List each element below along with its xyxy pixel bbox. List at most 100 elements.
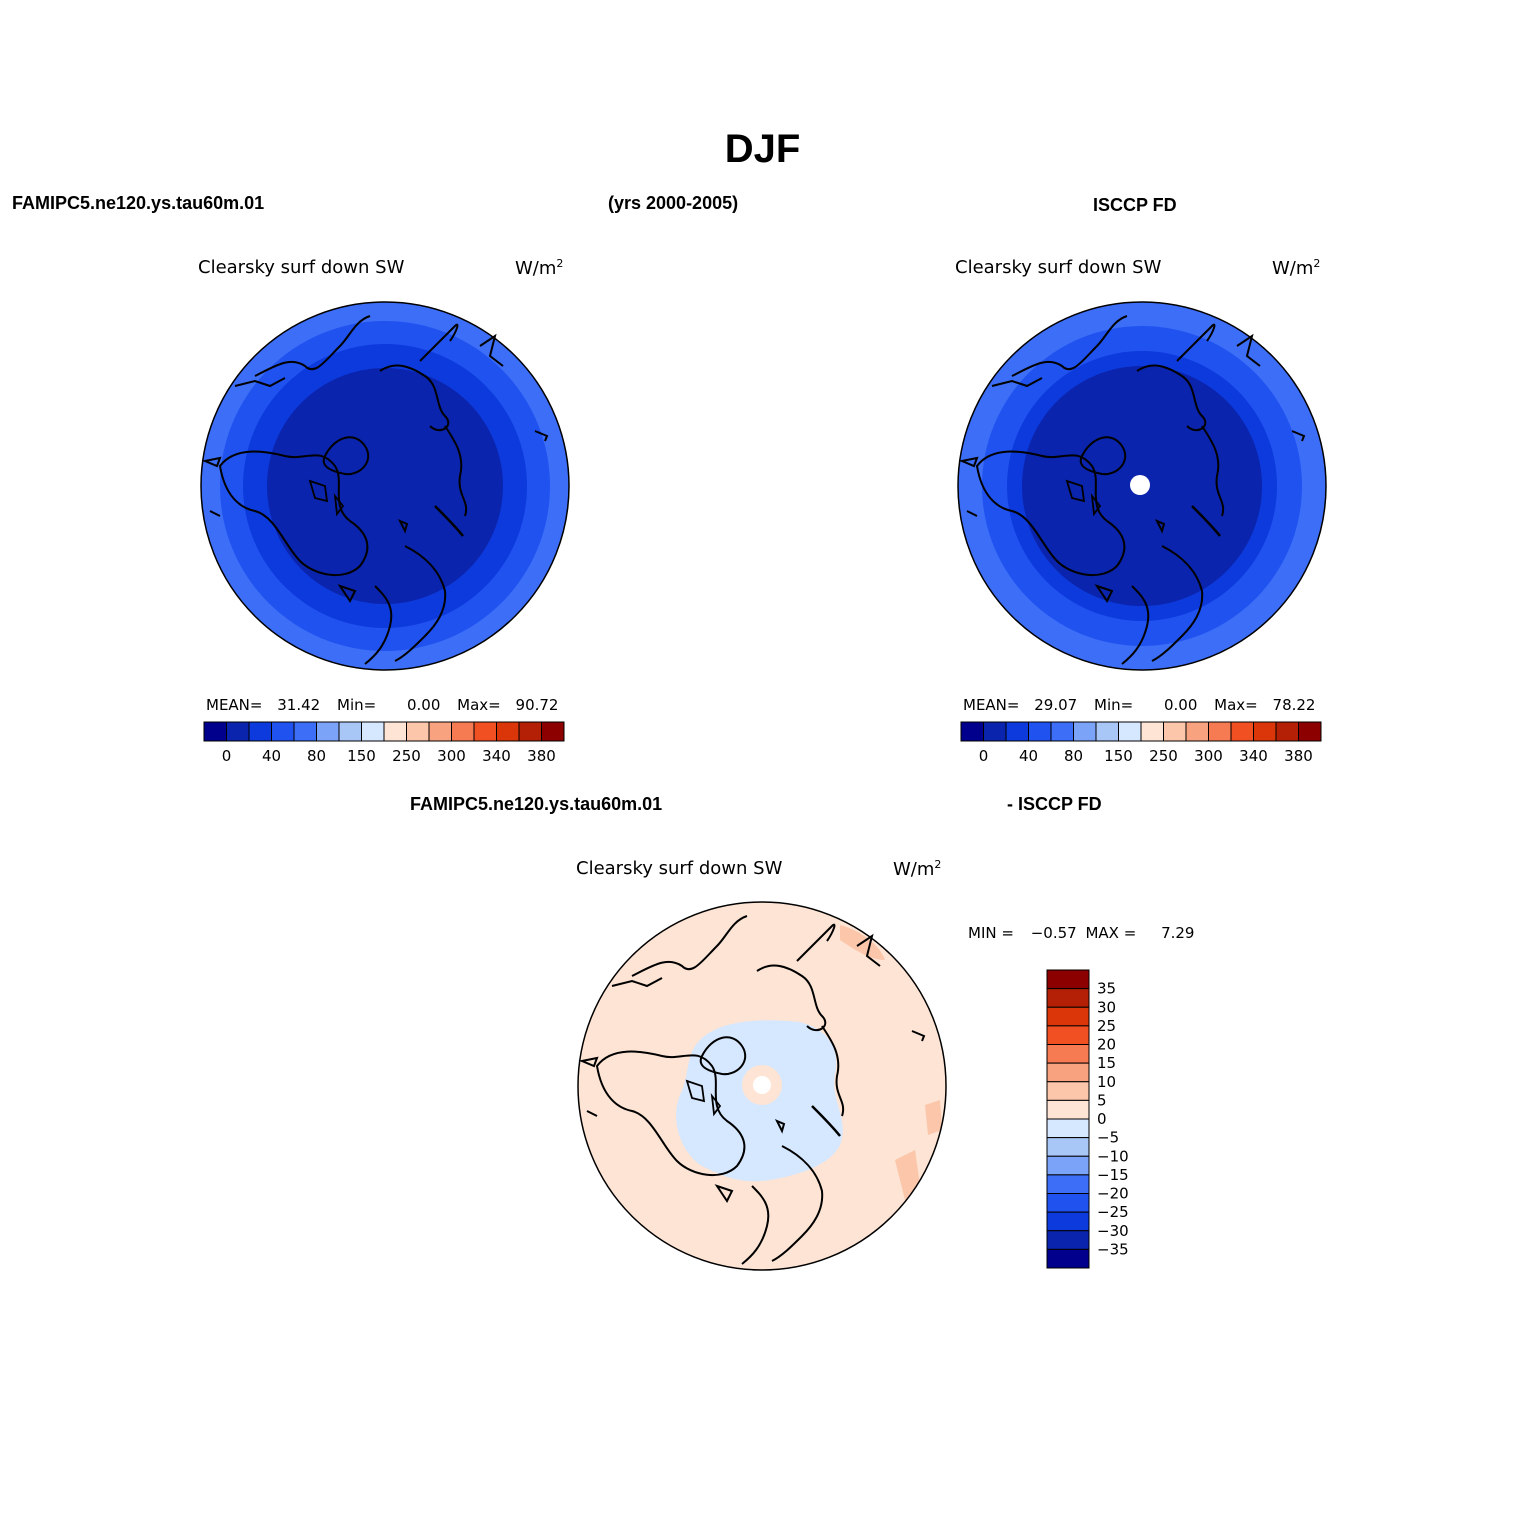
- diff-colorbar-tick-label: −15: [1097, 1166, 1129, 1184]
- model-colorbar-tick-label: 150: [347, 747, 376, 765]
- obs-colorbar-swatch: [1140, 721, 1164, 742]
- obs-max-value: 78.22: [1272, 696, 1316, 714]
- model-colorbar-tick-label: 340: [482, 747, 511, 765]
- diff-colorbar-swatch: [1046, 969, 1090, 990]
- model-colorbar-swatch: [316, 721, 340, 742]
- model-colorbar-tick-label: 0: [222, 747, 232, 765]
- obs-variable-label: Clearsky surf down SW: [955, 257, 1162, 278]
- diff-stats: MIN = −0.57 MAX = 7.29: [968, 924, 1194, 942]
- diff-colorbar-swatch: [1046, 1006, 1090, 1027]
- obs-colorbar-swatch: [1118, 721, 1142, 742]
- model-colorbar-swatch: [541, 721, 565, 742]
- model-colorbar-swatch: [428, 721, 452, 742]
- obs-colorbar-swatch: [1275, 721, 1299, 742]
- diff-map: [577, 901, 947, 1271]
- diff-colorbar-swatch: [1046, 1230, 1090, 1250]
- obs-mean-label: MEAN=: [963, 696, 1020, 714]
- obs-colorbar-swatch: [1073, 721, 1097, 742]
- diff-min-value: −0.57: [1030, 924, 1077, 942]
- diff-colorbar-tick-label: −20: [1097, 1185, 1129, 1203]
- model-mean-label: MEAN=: [206, 696, 263, 714]
- diff-colorbar-swatch: [1046, 1137, 1090, 1157]
- model-mean-value: 31.42: [277, 696, 321, 714]
- model-colorbar-tick-label: 80: [307, 747, 326, 765]
- model-colorbar-swatch: [203, 721, 227, 742]
- diff-colorbar-swatch: [1046, 1193, 1090, 1213]
- obs-mean-value: 29.07: [1034, 696, 1078, 714]
- diff-colorbar-swatch: [1046, 1248, 1090, 1269]
- obs-name: ISCCP FD: [1093, 195, 1177, 215]
- diff-obs-name: - ISCCP FD: [1007, 794, 1102, 814]
- diff-colorbar-tick-label: 5: [1097, 1091, 1107, 1109]
- model-colorbar-swatch: [248, 721, 272, 742]
- model-colorbar-swatch: [496, 721, 520, 742]
- obs-colorbar-tick-label: 250: [1149, 747, 1178, 765]
- model-min-value: 0.00: [406, 696, 441, 714]
- obs-map: [957, 301, 1327, 671]
- obs-colorbar-tick-label: 40: [1019, 747, 1038, 765]
- diff-colorbar-swatch: [1046, 1081, 1090, 1101]
- diff-colorbar-tick-label: 15: [1097, 1054, 1116, 1072]
- diff-max-label: MAX =: [1085, 924, 1137, 942]
- obs-colorbar-tick-label: 340: [1239, 747, 1268, 765]
- obs-min-value: 0.00: [1163, 696, 1198, 714]
- obs-colorbar-tick-label: 150: [1104, 747, 1133, 765]
- diff-colorbar-tick-label: −10: [1097, 1147, 1129, 1165]
- diff-colorbar-tick-label: 20: [1097, 1036, 1116, 1054]
- diff-min-label: MIN =: [968, 924, 1014, 942]
- obs-colorbar-swatch: [1298, 721, 1322, 742]
- obs-colorbar-swatch: [1230, 721, 1254, 742]
- obs-colorbar-swatch: [1095, 721, 1119, 742]
- obs-stats: MEAN= 29.07 Min= 0.00 Max= 78.22: [963, 696, 1315, 714]
- model-colorbar-tick-label: 380: [527, 747, 556, 765]
- diff-colorbar-swatch: [1046, 1118, 1090, 1139]
- diff-colorbar-swatch: [1046, 1062, 1090, 1083]
- diff-colorbar-tick-label: −30: [1097, 1222, 1129, 1240]
- diff-colorbar-tick-label: 35: [1097, 980, 1116, 998]
- diff-max-value: 7.29: [1161, 924, 1195, 942]
- model-variable-label: Clearsky surf down SW: [198, 257, 405, 278]
- diff-colorbar-tick-label: −5: [1097, 1129, 1119, 1147]
- model-colorbar-swatch: [361, 721, 385, 742]
- obs-colorbar-swatch: [1050, 721, 1074, 742]
- diff-colorbar-tick-label: 25: [1097, 1017, 1116, 1035]
- diff-colorbar-swatch: [1046, 988, 1090, 1008]
- model-units-label: W/m2: [515, 257, 564, 279]
- model-colorbar-swatch: [271, 721, 295, 742]
- obs-units-label: W/m2: [1272, 257, 1321, 279]
- model-colorbar-tick-label: 40: [262, 747, 281, 765]
- diff-colorbar-tick-label: 10: [1097, 1073, 1116, 1091]
- diff-colorbar-swatch: [1046, 1044, 1090, 1064]
- model-colorbar-swatch: [338, 721, 362, 742]
- obs-colorbar-swatch: [983, 721, 1007, 742]
- obs-min-label: Min=: [1094, 696, 1134, 714]
- diff-colorbar-tick-label: −25: [1097, 1203, 1129, 1221]
- obs-colorbar-swatch: [1185, 721, 1209, 742]
- model-max-value: 90.72: [515, 696, 559, 714]
- diff-colorbar-tick-label: −35: [1097, 1240, 1129, 1258]
- model-colorbar-tick-label: 250: [392, 747, 421, 765]
- obs-colorbar-swatch: [1028, 721, 1052, 742]
- diff-variable-label: Clearsky surf down SW: [576, 858, 783, 879]
- diff-colorbar-swatch: [1046, 1025, 1090, 1045]
- model-map: [200, 301, 570, 671]
- model-stats: MEAN= 31.42 Min= 0.00 Max= 90.72: [206, 696, 558, 714]
- model-colorbar-swatch: [293, 721, 317, 742]
- model-colorbar-swatch: [451, 721, 475, 742]
- model-min-label: Min=: [337, 696, 377, 714]
- obs-max-label: Max=: [1214, 696, 1258, 714]
- diff-colorbar-swatch: [1046, 1099, 1090, 1120]
- diff-colorbar-swatch: [1046, 1155, 1090, 1176]
- diff-colorbar-swatch: [1046, 1211, 1090, 1232]
- obs-colorbar-tick-label: 380: [1284, 747, 1313, 765]
- case-name: FAMIPC5.ne120.ys.tau60m.01: [12, 193, 265, 213]
- model-colorbar-swatch: [406, 721, 430, 742]
- obs-colorbar-swatch: [960, 721, 984, 742]
- obs-colorbar-tick-label: 300: [1194, 747, 1223, 765]
- model-colorbar-swatch: [518, 721, 542, 742]
- model-max-label: Max=: [457, 696, 501, 714]
- model-colorbar-swatch: [473, 721, 497, 742]
- obs-colorbar-swatch: [1253, 721, 1277, 742]
